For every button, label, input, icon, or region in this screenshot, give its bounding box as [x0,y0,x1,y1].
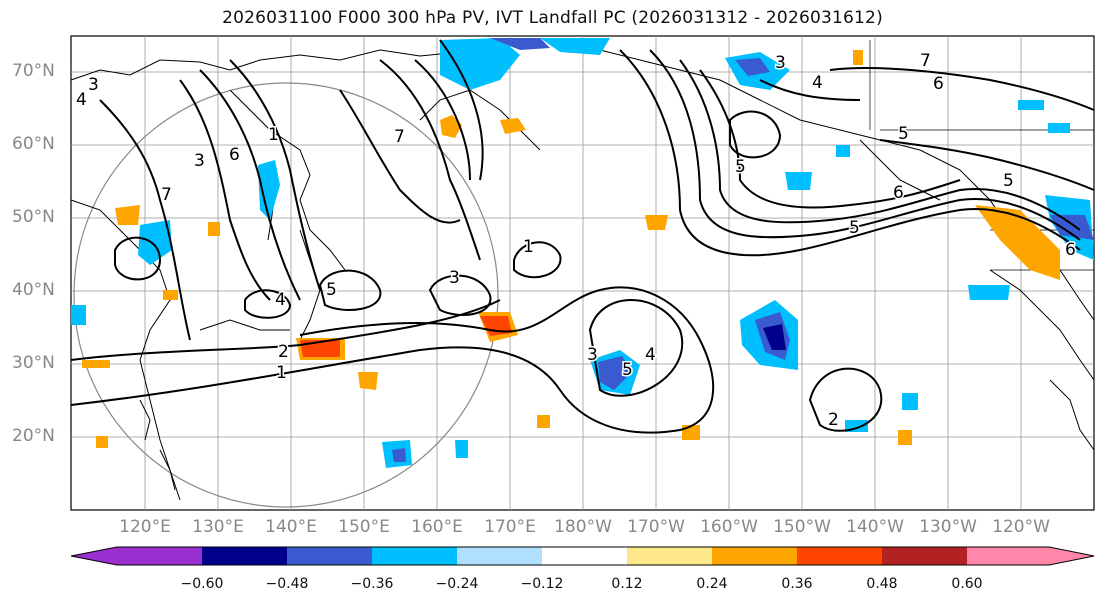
colorbar-tick-label: 0.24 [696,576,728,592]
contour-label: 6 [1065,240,1076,260]
lon-label: 140°E [265,517,317,537]
lat-label: 40°N [12,280,55,300]
contour-label: 6 [229,145,240,165]
lon-label: 120°E [119,517,171,537]
contour-label: 1 [276,363,287,383]
lon-label: 130°W [919,517,977,537]
colorbar-tick-label: −0.24 [435,576,479,592]
contour-label: 3 [587,345,598,365]
colorbar-tick-label: −0.36 [350,576,394,592]
contour-label: 7 [161,185,172,205]
contour-label: 3 [775,53,786,73]
lat-label: 20°N [12,426,55,446]
contour-label: 4 [275,290,286,310]
lon-label: 170°E [484,517,536,537]
contour-label: 5 [326,280,337,300]
colorbar [70,546,1095,566]
lat-label: 30°N [12,353,55,373]
figure-title: 2026031100 F000 300 hPa PV, IVT Landfall… [222,8,883,28]
contour-label: 5 [622,360,633,380]
lon-label: 120°W [992,517,1050,537]
contour-label: 2 [278,342,289,362]
contour-label: 4 [76,90,87,110]
lat-label: 50°N [12,207,55,227]
contour-labels: 2 1 1 1 3 6 7 5 3 2 6 5 4 6 5 5 6 5 3 7 … [75,50,1078,432]
colorbar-tick-label: −0.60 [180,576,224,592]
contour-label: 6 [893,183,904,203]
contour-label: 3 [194,151,205,171]
contour-label: 3 [449,268,460,288]
lon-label: 140°W [846,517,904,537]
lon-label: 150°E [338,517,390,537]
contour-label: 5 [735,157,746,177]
lon-label: 180°W [554,517,612,537]
lat-label: 60°N [12,134,55,154]
range-circle [73,82,499,508]
colorbar-tick-label: 0.36 [781,576,813,592]
lat-label: 70°N [12,61,55,81]
contour-label: 7 [394,127,405,147]
pv-contours [70,39,1095,434]
contour-label: 5 [849,218,860,238]
lon-label: 170°W [627,517,685,537]
contour-label: 6 [933,74,944,94]
pv-shading [71,38,1094,468]
contour-label: 5 [898,124,909,144]
contour-label: 1 [523,237,534,257]
colorbar-tick-label: −0.48 [265,576,309,592]
colorbar-extend-high [1049,547,1094,565]
lon-label: 150°W [773,517,831,537]
contour-label: 7 [920,51,931,71]
contour-label: 4 [645,345,656,365]
colorbar-tick-label: 0.12 [611,576,643,592]
colorbar-extend-low [71,547,117,565]
contour-label: 2 [828,410,839,430]
contour-label: 1 [268,125,279,145]
colorbar-tick-label: −0.12 [520,576,564,592]
lon-label: 160°W [700,517,758,537]
lon-label: 160°E [411,517,463,537]
colorbar-tick-label: 0.60 [951,576,983,592]
contour-label: 5 [1003,171,1014,191]
lon-label: 130°E [192,517,244,537]
colorbar-tick-label: 0.48 [866,576,898,592]
contour-label: 3 [88,75,99,95]
contour-label: 4 [812,73,823,93]
